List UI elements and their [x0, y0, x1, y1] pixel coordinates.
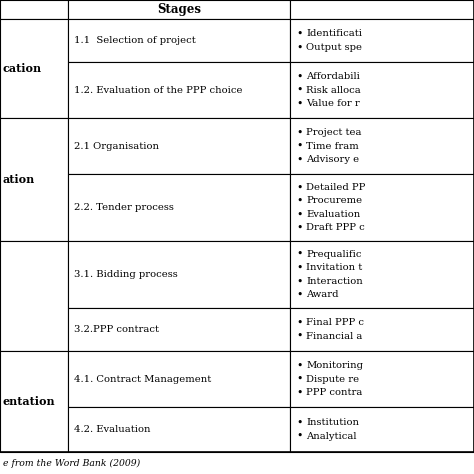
Bar: [290, 407, 474, 452]
Bar: [68, 118, 290, 174]
Text: Value for r: Value for r: [306, 99, 360, 108]
Text: Identificati: Identificati: [306, 29, 362, 38]
Text: •: •: [296, 128, 302, 137]
Bar: [290, 118, 474, 174]
Text: •: •: [296, 155, 302, 164]
Bar: [290, 0, 474, 19]
Bar: [68, 174, 290, 241]
Bar: [0, 118, 68, 241]
Text: •: •: [296, 182, 302, 192]
Text: Interaction: Interaction: [306, 277, 363, 286]
Text: Dispute re: Dispute re: [306, 374, 359, 383]
Text: •: •: [296, 85, 302, 95]
Text: •: •: [296, 72, 302, 82]
Text: 1.2. Evaluation of the PPP choice: 1.2. Evaluation of the PPP choice: [74, 85, 243, 94]
Text: Output spe: Output spe: [306, 43, 362, 52]
Text: Award: Award: [306, 290, 338, 299]
Text: entation: entation: [3, 396, 55, 407]
Bar: [68, 0, 290, 19]
Bar: [290, 174, 474, 241]
Text: 3.2.PPP contract: 3.2.PPP contract: [74, 325, 159, 334]
Text: •: •: [296, 388, 302, 398]
Text: Advisory e: Advisory e: [306, 155, 359, 164]
Text: Prequalific: Prequalific: [306, 250, 362, 259]
Text: 2.1 Organisation: 2.1 Organisation: [74, 142, 159, 151]
Text: •: •: [296, 276, 302, 286]
Bar: [290, 62, 474, 118]
Text: Risk alloca: Risk alloca: [306, 85, 361, 94]
Text: Stages: Stages: [157, 3, 201, 16]
Text: Draft PPP c: Draft PPP c: [306, 223, 365, 232]
Bar: [290, 19, 474, 62]
Text: •: •: [296, 209, 302, 219]
Text: Affordabili: Affordabili: [306, 72, 360, 81]
Bar: [68, 407, 290, 452]
Text: •: •: [296, 374, 302, 384]
Bar: [0, 19, 68, 118]
Text: PPP contra: PPP contra: [306, 388, 363, 397]
Text: Institution: Institution: [306, 418, 359, 427]
Text: Analytical: Analytical: [306, 432, 356, 441]
Text: •: •: [296, 263, 302, 273]
Text: 4.2. Evaluation: 4.2. Evaluation: [74, 425, 151, 434]
Bar: [0, 0, 68, 19]
Bar: [68, 308, 290, 351]
Text: •: •: [296, 431, 302, 441]
Text: •: •: [296, 29, 302, 39]
Text: Evaluation: Evaluation: [306, 210, 360, 219]
Text: Project tea: Project tea: [306, 128, 362, 137]
Bar: [290, 308, 474, 351]
Text: cation: cation: [3, 63, 42, 74]
Text: Final PPP c: Final PPP c: [306, 318, 364, 327]
Text: •: •: [296, 99, 302, 109]
Bar: [68, 351, 290, 407]
Text: Monitoring: Monitoring: [306, 361, 363, 370]
Bar: [0, 241, 68, 351]
Text: Time fram: Time fram: [306, 142, 359, 151]
Text: •: •: [296, 318, 302, 328]
Text: e from the Word Bank (2009): e from the Word Bank (2009): [3, 458, 140, 467]
Bar: [68, 19, 290, 62]
Text: •: •: [296, 290, 302, 300]
Text: •: •: [296, 418, 302, 428]
Text: Detailed PP: Detailed PP: [306, 183, 365, 192]
Text: Procureme: Procureme: [306, 196, 362, 205]
Text: •: •: [296, 42, 302, 52]
Bar: [68, 241, 290, 308]
Text: •: •: [296, 249, 302, 259]
Text: •: •: [296, 196, 302, 206]
Bar: [68, 62, 290, 118]
Text: ation: ation: [3, 174, 35, 185]
Text: 1.1  Selection of project: 1.1 Selection of project: [74, 36, 196, 45]
Text: 2.2. Tender process: 2.2. Tender process: [74, 203, 174, 212]
Text: •: •: [296, 223, 302, 233]
Text: 3.1. Bidding process: 3.1. Bidding process: [74, 270, 178, 279]
Text: 4.1. Contract Management: 4.1. Contract Management: [74, 374, 211, 383]
Bar: [290, 241, 474, 308]
Text: •: •: [296, 361, 302, 371]
Bar: [0, 351, 68, 452]
Text: •: •: [296, 141, 302, 151]
Text: •: •: [296, 331, 302, 341]
Text: Invitation t: Invitation t: [306, 263, 362, 272]
Text: Financial a: Financial a: [306, 332, 363, 341]
Bar: [290, 351, 474, 407]
